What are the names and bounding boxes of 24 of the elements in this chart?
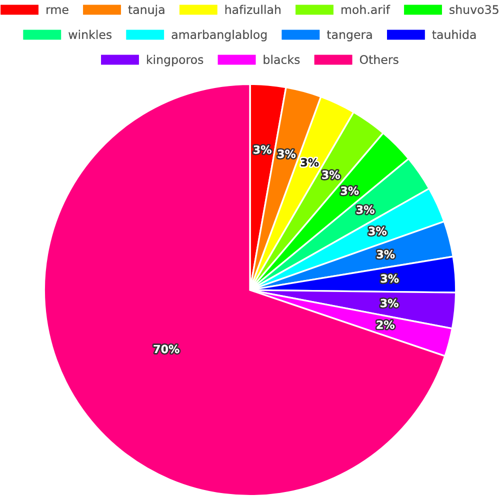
legend-label: blacks (264, 54, 300, 64)
legend-label: shuvo35 (450, 4, 498, 14)
data-label: 3% (278, 150, 296, 158)
legend-label: tauhida (432, 30, 476, 39)
data-label: 3% (322, 170, 340, 179)
legend-label: winkles (68, 30, 112, 39)
data-label: 3% (340, 186, 359, 195)
data-label: 2% (376, 320, 394, 329)
legend-label: tangera (326, 30, 372, 42)
data-label: 3% (254, 145, 272, 154)
legend-label: kingporos (147, 54, 204, 66)
data-label: 3% (380, 274, 399, 283)
data-label: 3% (380, 298, 398, 308)
data-label: 3% (376, 250, 395, 258)
legend-label: Others (360, 54, 398, 64)
legend-label: amarbanglablog (172, 30, 267, 42)
legend-label: tanuja (128, 4, 164, 16)
data-label: 3% (300, 158, 319, 167)
data-label: 3% (368, 226, 386, 236)
legend-label: hafizullah (225, 4, 280, 14)
legend-label: rme (46, 7, 68, 14)
legend-label: moh.arif (342, 4, 390, 14)
data-label: 70% (154, 344, 180, 354)
data-label: 3% (356, 205, 374, 214)
